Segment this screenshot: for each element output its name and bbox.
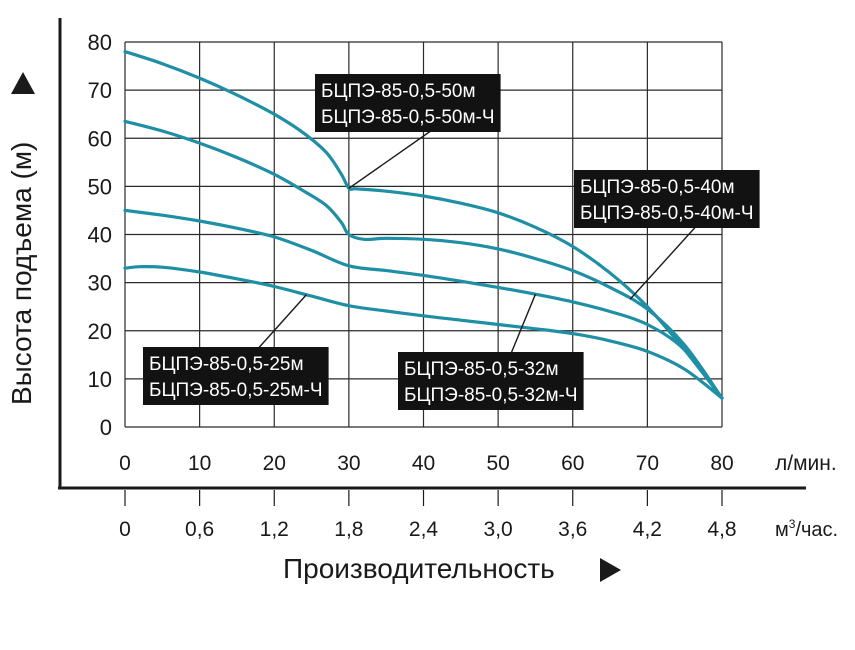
x-tick-label: 80: [710, 452, 733, 475]
y-tick-label: 50: [88, 174, 112, 199]
y-tick-label: 30: [88, 271, 112, 296]
x-axis-title: Производительность: [283, 553, 555, 584]
y-tick-label: 10: [88, 367, 112, 392]
series-name: БЦПЭ-85-0,5-32м: [404, 359, 559, 380]
y-tick-label: 60: [88, 126, 112, 151]
x2-tick-labels: 0 0,6 1,2 1,8 2,4 3,0 3,6 4,2 4,8: [119, 490, 737, 541]
x2-tick-label: 2,4: [409, 518, 439, 541]
label-box-background: [143, 347, 329, 405]
series-line-1: [123, 50, 724, 400]
series-name: БЦПЭ-85-0,5-50м: [321, 81, 476, 102]
y-tick-label: 20: [88, 319, 112, 344]
series-name-alt: БЦПЭ-85-0,5-40м-Ч: [580, 203, 754, 224]
x-tick-label: 30: [337, 452, 360, 475]
series-line-2: [123, 119, 724, 400]
series-labels: БЦПЭ-85-0,5-50мБЦПЭ-85-0,5-50м-ЧБЦПЭ-85-…: [143, 74, 760, 410]
x2-tick-label: 3,6: [558, 518, 587, 541]
label-box-background: [574, 170, 760, 228]
x2-tick-label: 1,8: [334, 518, 363, 541]
series-line-4: [123, 264, 724, 400]
series-name-alt: БЦПЭ-85-0,5-50м-Ч: [321, 107, 495, 128]
series-line-3: [123, 208, 724, 400]
label-box-background: [398, 352, 584, 410]
curves: [123, 50, 724, 400]
series-name-alt: БЦПЭ-85-0,5-32м-Ч: [404, 385, 578, 406]
x2-tick-label: 1,2: [260, 518, 289, 541]
x2-tick-label: 3,0: [484, 518, 513, 541]
x-tick-labels: 0 10 20 30 40 50 60 70 80: [119, 452, 734, 475]
x2-tick-label: 0,6: [185, 518, 214, 541]
series-label-box-3: БЦПЭ-85-0,5-32м БЦПЭ-85-0,5-32м-Ч: [398, 352, 584, 410]
x-tick-label: 70: [636, 452, 659, 475]
leader-line: [254, 294, 307, 353]
x-tick-label: 20: [263, 452, 286, 475]
x2-tick-label: 0: [119, 518, 131, 541]
x-tick-label: 40: [412, 452, 435, 475]
leader-line: [629, 221, 701, 300]
series-name: БЦПЭ-85-0,5-25м: [149, 354, 304, 375]
y-axis-title: Высота подъема (м): [6, 142, 37, 405]
x2-tick-label: 4,8: [707, 518, 736, 541]
x-unit-label: л/мин.: [775, 452, 837, 475]
y-tick-label: 80: [88, 30, 112, 55]
x-tick-label: 60: [561, 452, 584, 475]
leader-line: [348, 127, 436, 189]
series-label-box-2: БЦПЭ-85-0,5-40м БЦПЭ-85-0,5-40м-Ч: [574, 170, 760, 228]
y-tick-labels: 0 10 20 30 40 50 60 70 80: [88, 30, 112, 440]
x2-tick-label: 4,2: [633, 518, 662, 541]
y-tick-label: 40: [88, 223, 112, 248]
y-tick-label: 70: [88, 78, 112, 103]
series-name-alt: БЦПЭ-85-0,5-25м-Ч: [149, 380, 323, 401]
leader-line: [509, 293, 537, 357]
x-tick-label: 0: [119, 452, 131, 475]
y-axis-arrow-icon: [11, 72, 35, 94]
leader-lines: [254, 127, 701, 357]
label-box-background: [315, 74, 501, 132]
series-label-box-1: БЦПЭ-85-0,5-50м БЦПЭ-85-0,5-50м-Ч: [315, 74, 501, 132]
y-tick-label: 0: [100, 415, 112, 440]
series-name: БЦПЭ-85-0,5-40м: [580, 177, 735, 198]
axes: [58, 18, 806, 490]
x2-unit-label: м3/час.: [775, 517, 838, 541]
series-label-box-4: БЦПЭ-85-0,5-25м БЦПЭ-85-0,5-25м-Ч: [143, 347, 329, 405]
x-axis-arrow-icon: [600, 558, 621, 582]
x-tick-label: 50: [486, 452, 509, 475]
x-tick-label: 10: [188, 452, 211, 475]
